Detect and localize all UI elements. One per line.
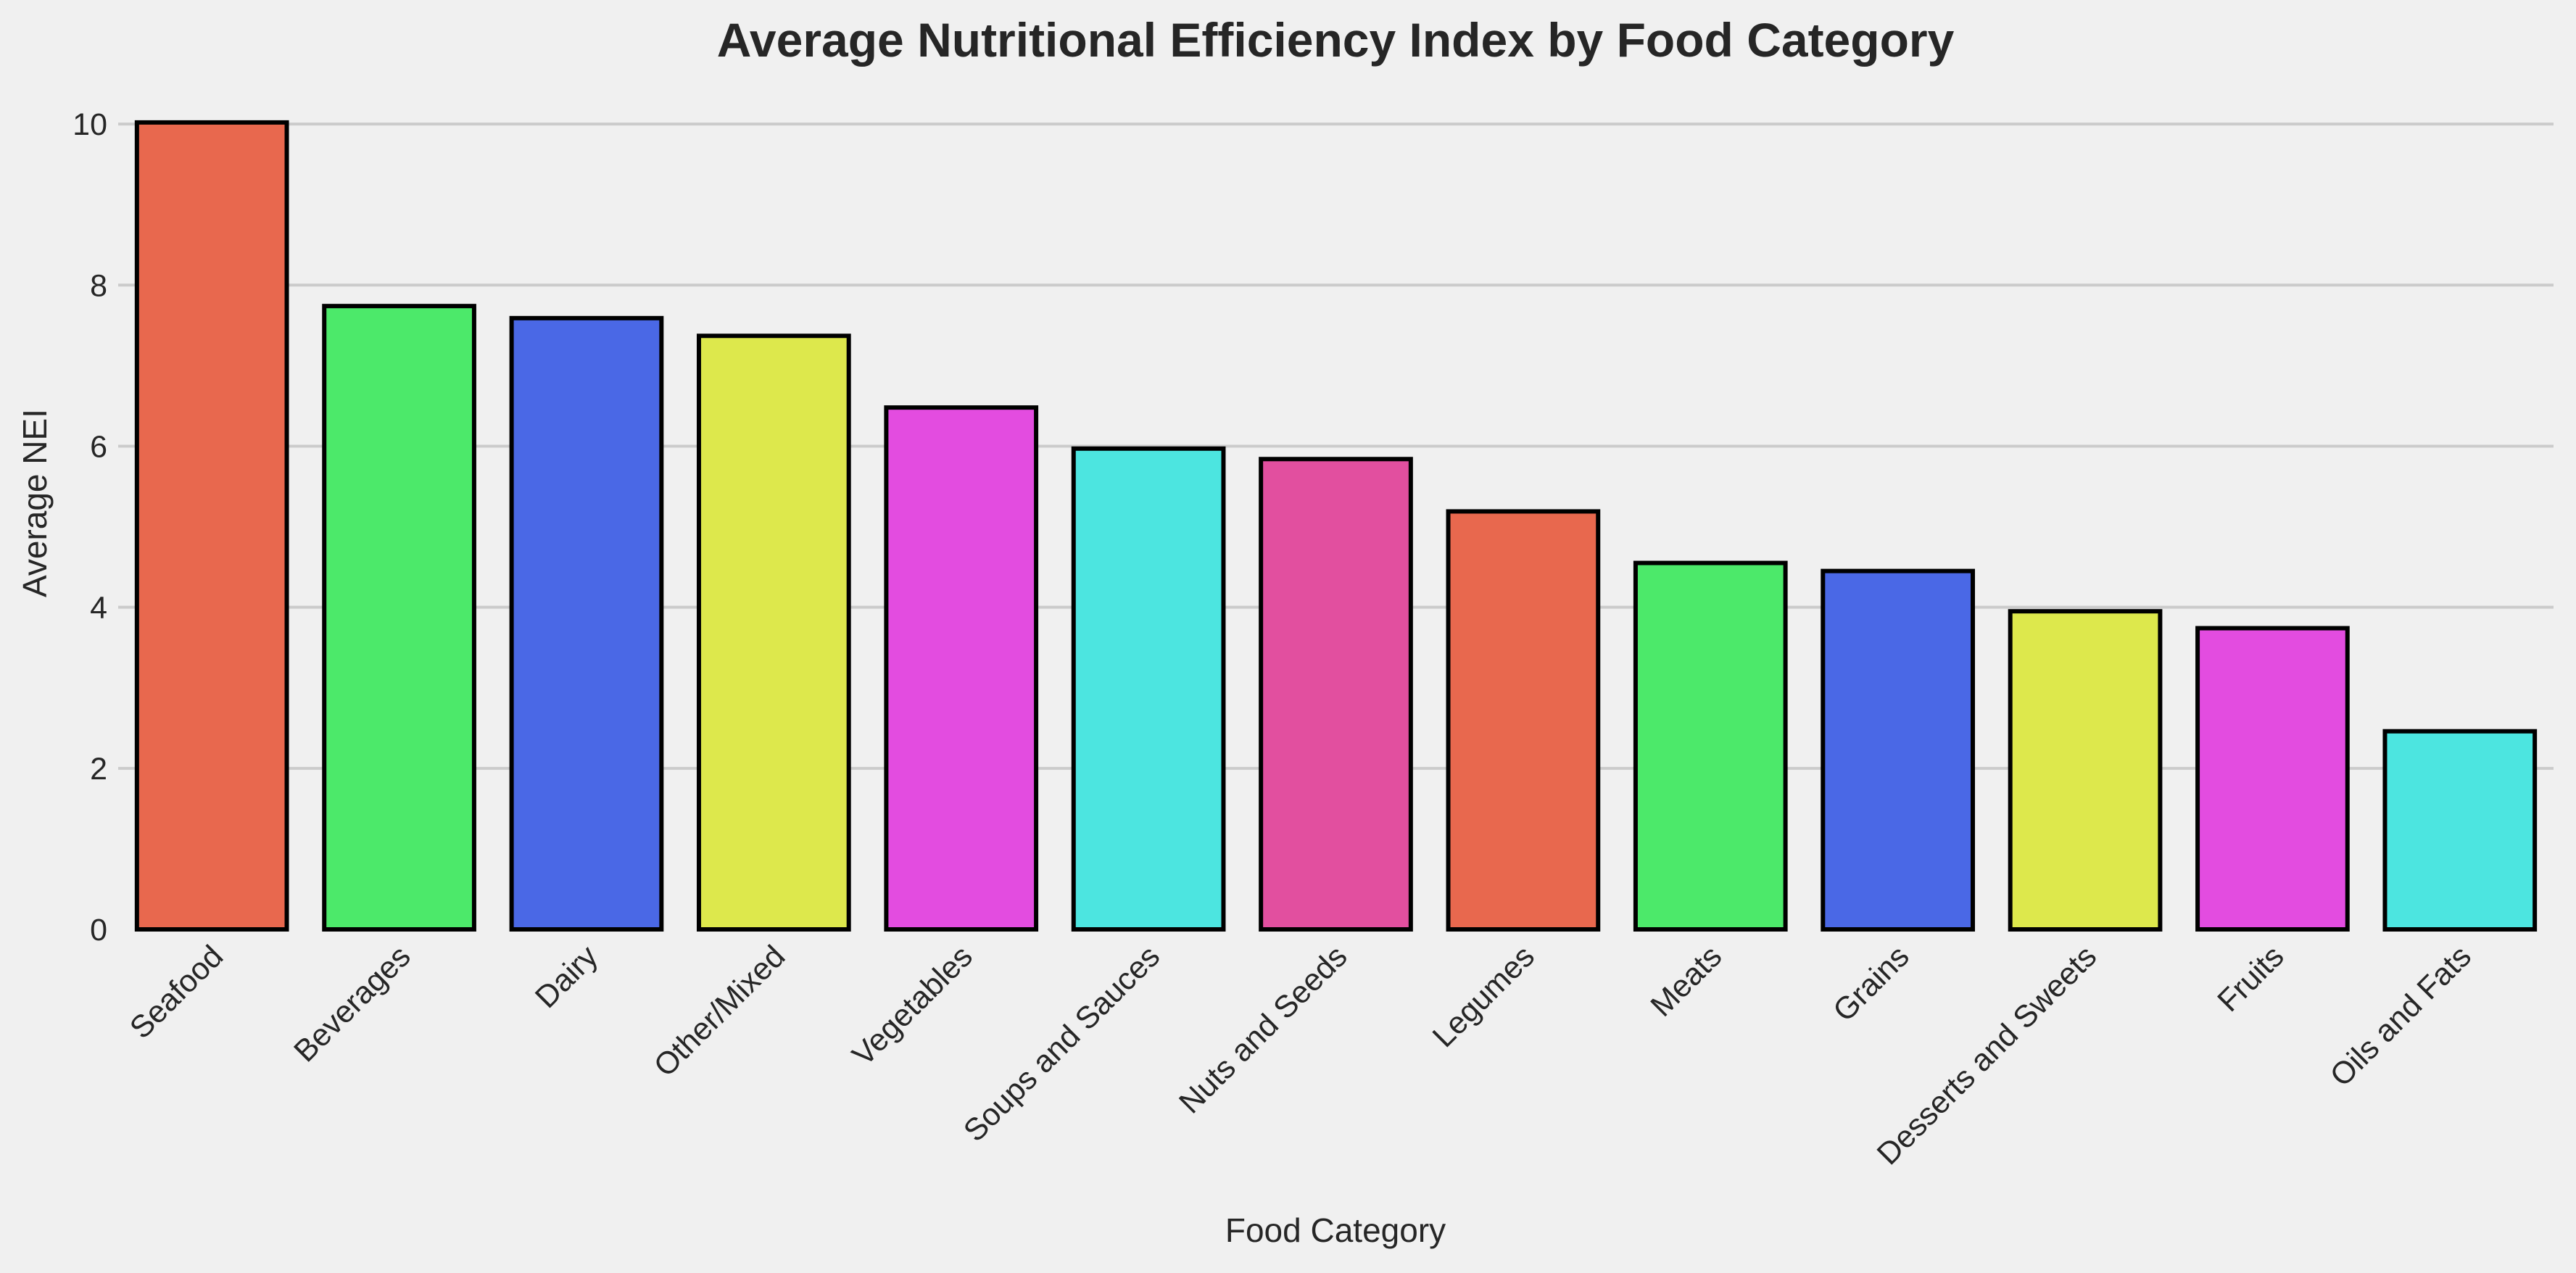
x-tick-label: Legumes xyxy=(1426,939,1541,1054)
bars xyxy=(134,120,2538,932)
y-tick-label: 6 xyxy=(90,429,107,464)
x-tick-label: Oils and Fats xyxy=(2324,939,2478,1093)
x-tick-label: Meats xyxy=(1644,939,1729,1024)
x-tick-label: Other/Mixed xyxy=(647,939,792,1084)
bar xyxy=(134,120,289,932)
x-tick-labels: Seafood Beverages Dairy Other/Mixed Vegetabl… xyxy=(123,939,2478,1172)
x-tick-label: Fruits xyxy=(2211,939,2291,1019)
x-tick-label: Soups and Sauces xyxy=(957,939,1167,1148)
x-tick-label: Vegetables xyxy=(845,939,979,1072)
bar xyxy=(2382,729,2538,932)
y-tick-label: 0 xyxy=(90,913,107,948)
bar xyxy=(509,315,664,932)
bar xyxy=(1071,446,1226,932)
x-tick-label: Nuts and Seeds xyxy=(1172,939,1354,1120)
bar xyxy=(1259,457,1413,932)
x-tick-label: Seafood xyxy=(123,939,230,1045)
chart-title: Average Nutritional Efficiency Index by … xyxy=(717,13,1955,67)
bar xyxy=(884,405,1039,932)
bar xyxy=(696,333,851,932)
y-tick-label: 2 xyxy=(90,752,107,787)
y-tick-label: 10 xyxy=(73,107,107,142)
y-tick-label: 4 xyxy=(90,591,107,626)
bar xyxy=(322,304,476,932)
bar xyxy=(2195,626,2350,932)
x-tick-label: Beverages xyxy=(287,939,417,1069)
y-tick-label: 8 xyxy=(90,268,107,303)
y-tick-labels: 0 2 4 6 8 10 xyxy=(73,107,107,948)
bar xyxy=(1633,560,1788,932)
bar xyxy=(1821,568,1976,932)
x-tick-label: Dairy xyxy=(529,939,605,1015)
bar xyxy=(2008,609,2163,932)
y-axis-label: Average NEI xyxy=(16,409,54,597)
x-axis-label: Food Category xyxy=(1225,1211,1446,1249)
x-tick-label: Grains xyxy=(1826,939,1916,1029)
bar xyxy=(1446,509,1601,932)
